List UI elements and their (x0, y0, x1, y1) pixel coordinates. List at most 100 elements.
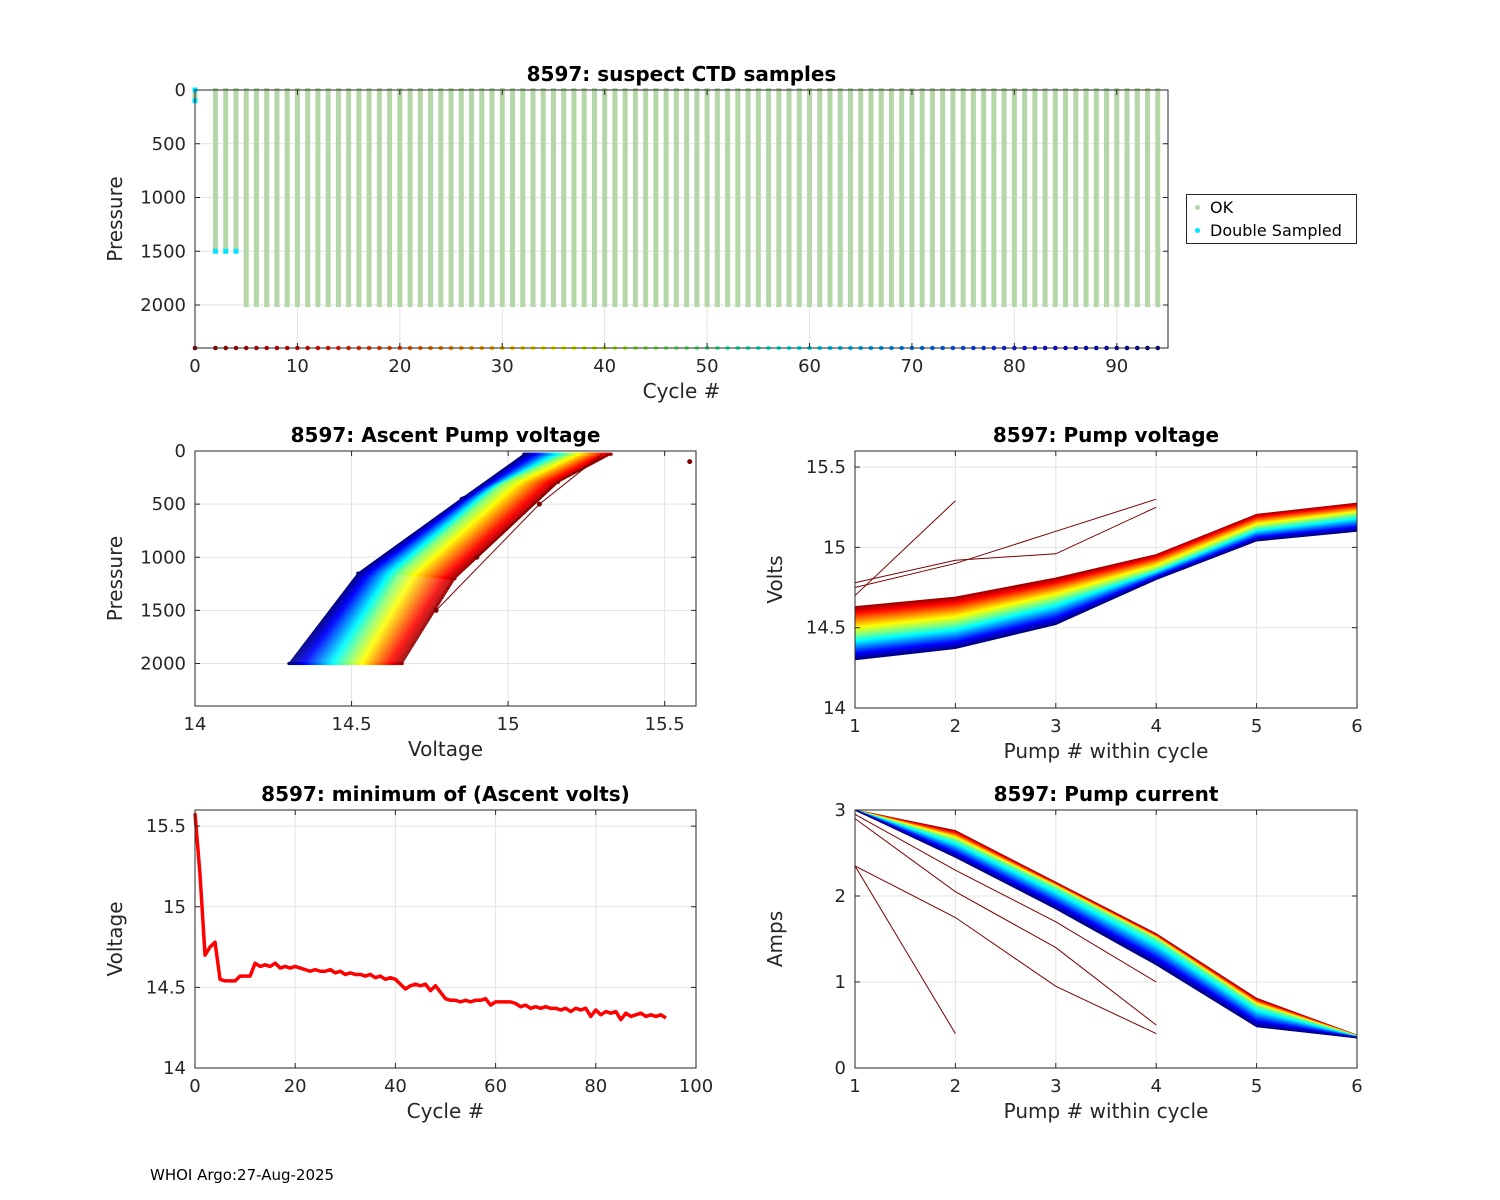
ctd-ok-profile (745, 88, 751, 307)
legend-label-double-sampled: Double Sampled (1210, 221, 1342, 240)
ctd-xlabel: Cycle # (643, 379, 721, 403)
pumpc-outlier-line (854, 865, 1157, 1035)
ascent-profile-line (378, 453, 593, 664)
pumpv-xtick-label: 1 (849, 716, 860, 737)
ctd-ok-profile (469, 88, 475, 307)
ctd-ok-profile (561, 88, 567, 307)
ascent-profile-line (373, 453, 589, 664)
pumpv-frame: 1 2 3 4 5 6 14 14.5 15 15.5 8597: Pump voltage Pump… (763, 423, 1363, 763)
ctd-ok-profile (673, 88, 679, 307)
ctd-ok-profile (1011, 88, 1017, 307)
minv-ytick-label: 14 (163, 1058, 186, 1079)
ctd-ok-profile (714, 88, 720, 307)
ctd-ok-profile (847, 88, 853, 307)
ctd-ok-profile (643, 88, 649, 307)
minv-axes-box (194, 809, 697, 1069)
ctd-ok-profile (479, 88, 485, 307)
ctd-ok-profile (888, 88, 894, 307)
pumpc-ytick-label: 3 (835, 800, 846, 821)
ascent-profile-line (386, 453, 600, 664)
pumpc-xtick-label: 4 (1150, 1076, 1161, 1097)
ascent-xtick-label: 14.5 (332, 714, 372, 735)
ctd-ok-profile (1063, 88, 1069, 307)
ctd-title: 8597: suspect CTD samples (527, 62, 837, 86)
minv-title: 8597: minimum of (Ascent volts) (261, 782, 630, 806)
ctd-ok-profile (1145, 88, 1151, 307)
ascent-xtick-label: 14 (184, 714, 207, 735)
pumpv-xtick-label: 4 (1150, 716, 1161, 737)
pumpc-ylabel: Amps (763, 911, 787, 967)
ctd-ok-profile (428, 88, 434, 307)
ctd-ok-profile (305, 88, 311, 307)
ctd-ok-profile (387, 88, 393, 307)
ctd-ok-profile (438, 88, 444, 307)
ctd-ok-profile (663, 88, 669, 307)
ctd-ok-profile (243, 88, 249, 307)
pumpc-outlier-line (854, 813, 1157, 983)
ctd-ok-profile (499, 88, 505, 307)
ascent-profile-line (395, 453, 607, 664)
chart-ctd: 0 10 20 30 40 50 60 70 80 90 0 500 1000 1500 2000 8597:… (103, 62, 1169, 403)
pumpc-outlier-line (854, 818, 1157, 1026)
ctd-ok-profile (1124, 88, 1130, 307)
ctd-ok-profile (530, 88, 536, 307)
ctd-ok-profile (1022, 88, 1028, 307)
legend: OK Double Sampled (1186, 194, 1357, 244)
ctd-ok-profile (458, 88, 464, 307)
ascent-frame: 14 14.5 15 15.5 0 500 1000 1500 2000 8597: Ascent… (103, 423, 697, 761)
ascent-profile-line (385, 453, 599, 664)
pumpc-outlier-line (854, 865, 956, 1034)
ascent-ylabel: Pressure (103, 536, 127, 621)
ascent-profile-line (394, 453, 606, 664)
ctd-ok-profile (581, 88, 587, 307)
ctd-ok-profile (417, 88, 423, 307)
ctd-xtick-label: 0 (189, 356, 200, 377)
pumpv-xtick-label: 6 (1351, 716, 1362, 737)
ctd-ok-profile (294, 88, 300, 307)
legend-marker-ok (1195, 205, 1200, 210)
ascent-early-profiles (435, 453, 609, 611)
ctd-ok-profile (1001, 88, 1007, 307)
pumpv-outlier-line (854, 498, 1157, 589)
ascent-profile-line (379, 453, 594, 664)
ctd-ok-profile (704, 88, 710, 307)
ctd-ok-profile (571, 88, 577, 307)
pumpv-content (854, 498, 1358, 661)
ctd-ok-profile (991, 88, 997, 307)
pumpv-xtick-label: 5 (1251, 716, 1262, 737)
ctd-ok-profile (602, 88, 608, 307)
ctd-ok-profile (212, 88, 218, 254)
ctd-ok-profile (520, 88, 526, 307)
minv-xtick-label: 80 (584, 1076, 607, 1097)
ctd-ok-profile (725, 88, 731, 307)
ascent-profile-line (377, 453, 592, 664)
ctd-ytick-label: 0 (175, 80, 186, 101)
minv-content (193, 813, 667, 1022)
ctd-ok-profile (253, 88, 259, 307)
ascent-profile-line (390, 453, 603, 664)
ctd-ok-profile (264, 88, 270, 307)
ctd-ok-profile (878, 88, 884, 307)
pumpc-ytick-label: 0 (835, 1058, 846, 1079)
ctd-ok-profile (407, 88, 413, 307)
ctd-ok-profile (550, 88, 556, 307)
ascent-profile-line (391, 453, 604, 664)
pumpv-ytick-label: 14 (823, 698, 846, 719)
ascent-profile-line (380, 453, 595, 664)
ctd-ok-profile (1114, 88, 1120, 307)
ctd-double-sampled-point (223, 248, 229, 254)
ctd-ok-profile (510, 88, 516, 307)
ctd-ok-profile (827, 88, 833, 307)
minv-ytick-label: 14.5 (146, 977, 186, 998)
ctd-xtick-label: 10 (286, 356, 309, 377)
ctd-ok-profile (796, 88, 802, 307)
ctd-ok-profile (940, 88, 946, 307)
legend-label-ok: OK (1210, 198, 1234, 217)
ctd-ok-profile (909, 88, 915, 307)
legend-item-ok: OK (1195, 198, 1233, 218)
ascent-profile-line (389, 453, 602, 664)
ascent-profile-line (288, 453, 525, 664)
ascent-profile-line (372, 453, 588, 664)
